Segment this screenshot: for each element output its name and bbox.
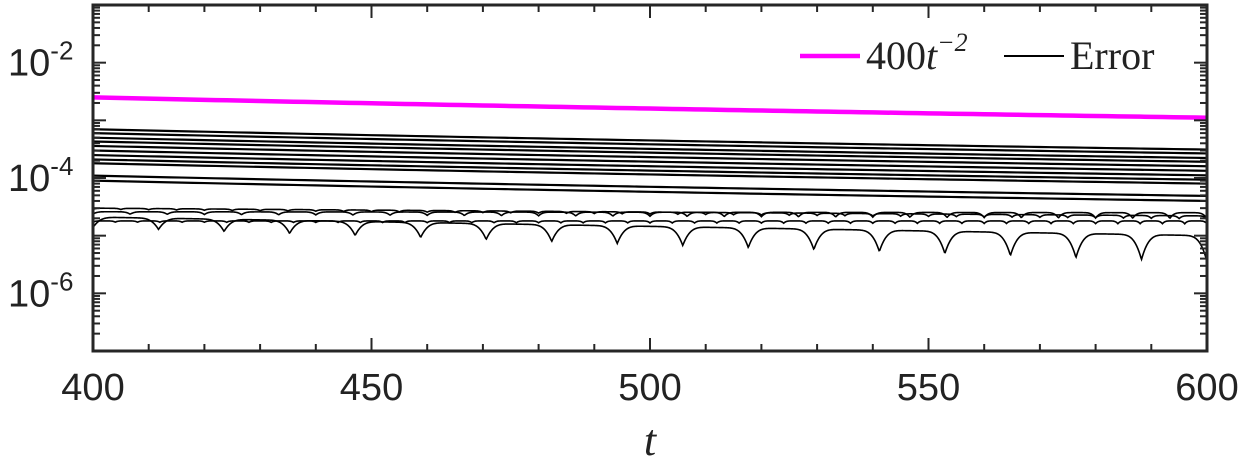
y-tick-label: 10-4 xyxy=(8,151,73,200)
x-tick-label: 550 xyxy=(897,367,960,409)
x-tick-label: 500 xyxy=(618,367,681,409)
error-line-1 xyxy=(93,128,1207,151)
error-line-2 xyxy=(93,132,1207,155)
error-oscillating-line-2 xyxy=(93,210,1207,220)
error-line-5 xyxy=(93,144,1207,168)
x-tick-label: 600 xyxy=(1175,367,1238,409)
error-line-6 xyxy=(93,149,1207,172)
legend: 400t−2 Error xyxy=(800,28,1154,78)
x-axis-label: t xyxy=(644,416,658,465)
error-oscillating-line-1 xyxy=(93,207,1207,220)
error-oscillating-line-4 xyxy=(93,220,1207,225)
error-line-8 xyxy=(93,158,1207,181)
axes: 400 450 500 550 600 t 10-2 10-4 10-6 xyxy=(8,3,1239,465)
reference-line xyxy=(93,95,1207,120)
legend-label-error: Error xyxy=(1070,33,1154,78)
error-line-4 xyxy=(93,140,1207,163)
y-tick-label: 10-6 xyxy=(8,266,73,315)
legend-label-reference: 400t−2 xyxy=(866,28,968,78)
plot-area xyxy=(93,95,1207,262)
error-line-11 xyxy=(93,179,1207,203)
error-line-7 xyxy=(93,153,1207,177)
x-tick-label: 400 xyxy=(61,367,124,409)
x-tick-label: 450 xyxy=(340,367,403,409)
error-oscillating-line-3 xyxy=(93,216,1207,262)
error-line-10 xyxy=(93,174,1207,198)
error-line-3 xyxy=(93,136,1207,160)
y-tick-label: 10-2 xyxy=(8,36,73,85)
error-line-9 xyxy=(93,162,1207,185)
